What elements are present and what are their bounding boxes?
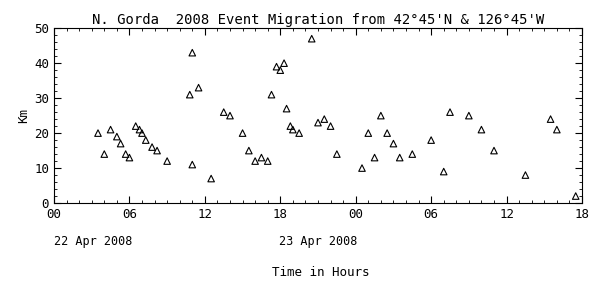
Point: [275, 68, 285, 72]
Point: [134, 127, 144, 132]
Point: [187, 162, 197, 167]
Point: [187, 50, 197, 55]
Title: N. Gorda  2008 Event Migration from 42°45'N & 126°45'W: N. Gorda 2008 Event Migration from 42°45…: [92, 13, 544, 27]
Point: [238, 131, 247, 135]
Point: [552, 127, 562, 132]
Point: [382, 131, 392, 135]
Point: [319, 117, 329, 121]
Point: [125, 155, 134, 160]
Point: [266, 92, 276, 97]
Point: [445, 110, 455, 114]
Point: [376, 113, 386, 118]
Point: [464, 113, 473, 118]
Point: [137, 131, 147, 135]
Point: [357, 166, 367, 170]
Point: [370, 155, 379, 160]
Point: [439, 169, 449, 174]
Point: [257, 155, 266, 160]
Point: [219, 110, 229, 114]
Point: [225, 113, 235, 118]
Y-axis label: Km: Km: [17, 108, 30, 123]
Point: [571, 194, 581, 198]
Point: [288, 127, 298, 132]
Point: [106, 127, 115, 132]
Point: [389, 141, 398, 146]
Point: [263, 159, 272, 163]
Text: 23 Apr 2008: 23 Apr 2008: [279, 235, 357, 248]
Point: [521, 173, 530, 177]
Point: [244, 148, 254, 153]
Point: [185, 92, 194, 97]
Text: Time in Hours: Time in Hours: [272, 266, 370, 279]
Point: [93, 131, 103, 135]
Point: [395, 155, 404, 160]
Point: [131, 124, 140, 128]
Point: [476, 127, 486, 132]
Point: [295, 131, 304, 135]
Point: [364, 131, 373, 135]
Point: [272, 64, 281, 69]
Point: [332, 152, 341, 156]
Point: [206, 176, 216, 181]
Point: [313, 120, 323, 125]
Point: [279, 61, 289, 65]
Point: [489, 148, 499, 153]
Point: [282, 106, 292, 111]
Point: [546, 117, 556, 121]
Point: [112, 134, 122, 139]
Point: [121, 152, 130, 156]
Point: [141, 138, 151, 142]
Point: [152, 148, 162, 153]
Point: [147, 145, 157, 149]
Text: 22 Apr 2008: 22 Apr 2008: [54, 235, 133, 248]
Point: [100, 152, 109, 156]
Point: [194, 85, 203, 90]
Point: [407, 152, 417, 156]
Point: [427, 138, 436, 142]
Point: [326, 124, 335, 128]
Point: [286, 124, 295, 128]
Point: [116, 141, 125, 146]
Point: [307, 36, 317, 41]
Point: [250, 159, 260, 163]
Point: [163, 159, 172, 163]
